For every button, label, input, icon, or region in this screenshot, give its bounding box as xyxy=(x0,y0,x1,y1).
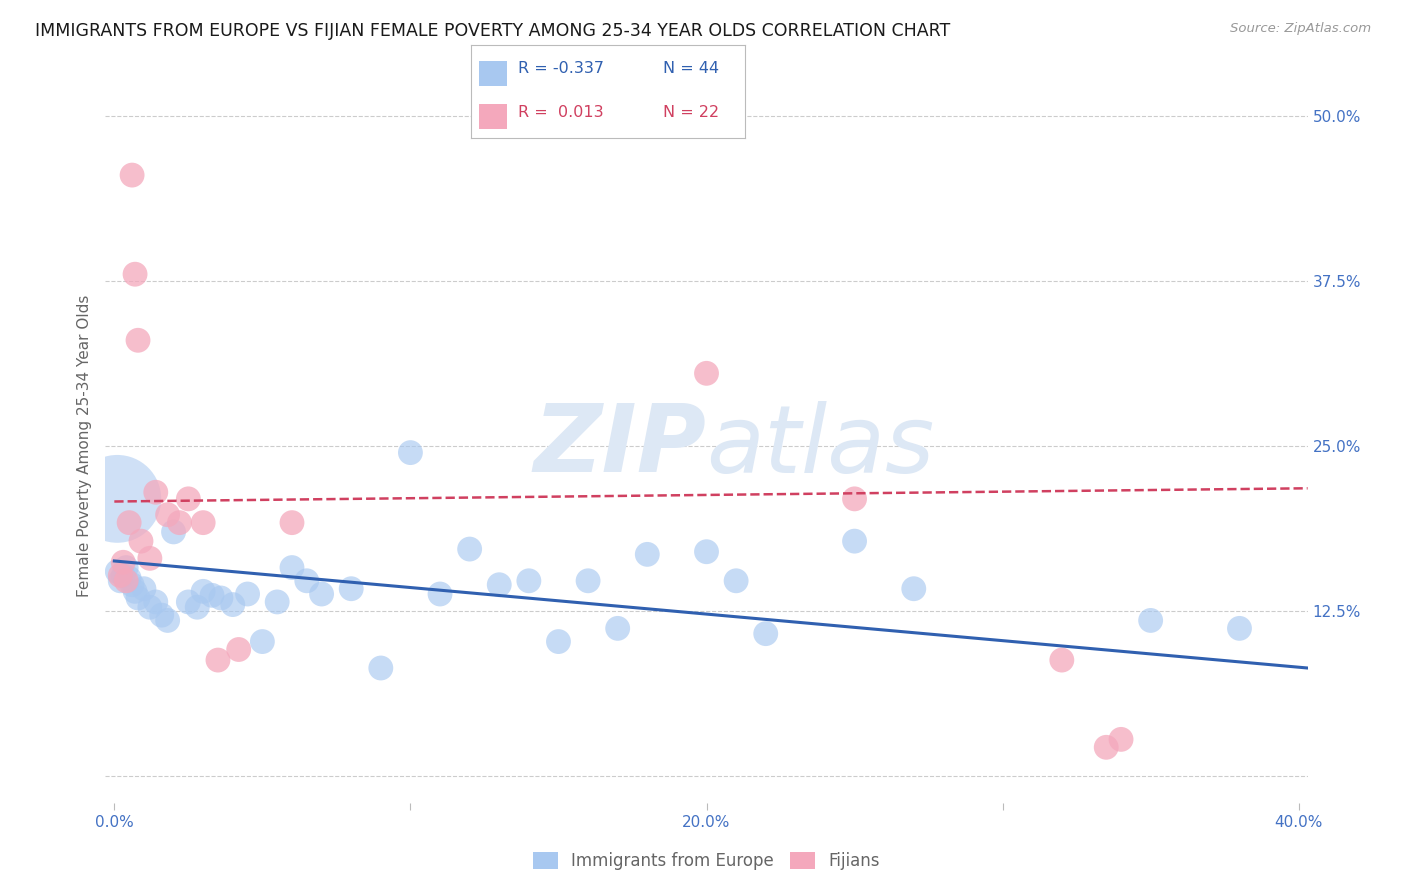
Point xyxy=(1095,740,1118,755)
Point xyxy=(186,600,208,615)
Point xyxy=(156,614,179,628)
Point xyxy=(252,634,274,648)
Point xyxy=(429,587,451,601)
Point xyxy=(115,574,138,588)
Point xyxy=(1229,621,1251,635)
Point xyxy=(132,582,155,596)
Point xyxy=(281,560,304,574)
Point xyxy=(177,595,200,609)
Point xyxy=(755,626,778,640)
Text: ZIP: ZIP xyxy=(534,400,707,492)
Point xyxy=(121,578,143,592)
Point xyxy=(547,634,569,648)
Point xyxy=(127,333,149,347)
FancyBboxPatch shape xyxy=(479,61,506,86)
Point xyxy=(488,578,510,592)
Point xyxy=(636,547,658,561)
Point xyxy=(191,516,214,530)
Point xyxy=(105,491,128,506)
Point xyxy=(340,582,363,596)
Point xyxy=(228,642,250,657)
Point xyxy=(1050,653,1073,667)
Point xyxy=(112,568,135,582)
Point xyxy=(295,574,318,588)
Point xyxy=(169,516,191,530)
Point xyxy=(695,367,717,381)
FancyBboxPatch shape xyxy=(479,104,506,129)
Point xyxy=(606,621,628,635)
Point xyxy=(399,445,422,459)
Point xyxy=(576,574,599,588)
Point xyxy=(112,555,135,569)
Point xyxy=(110,568,132,582)
Point xyxy=(370,661,392,675)
Text: Source: ZipAtlas.com: Source: ZipAtlas.com xyxy=(1230,22,1371,36)
Point xyxy=(266,595,288,609)
Point xyxy=(105,565,128,579)
Text: N = 44: N = 44 xyxy=(664,61,718,76)
Point xyxy=(281,516,304,530)
Point xyxy=(177,491,200,506)
Point xyxy=(127,591,149,605)
Point xyxy=(145,485,167,500)
Point xyxy=(903,582,925,596)
Point xyxy=(139,600,162,615)
Point xyxy=(118,571,141,585)
Point xyxy=(124,584,146,599)
Point xyxy=(110,574,132,588)
Point xyxy=(139,551,162,566)
Point xyxy=(844,534,866,549)
Point xyxy=(236,587,259,601)
Text: N = 22: N = 22 xyxy=(664,105,718,120)
Point xyxy=(121,168,143,182)
Text: atlas: atlas xyxy=(707,401,935,491)
Point xyxy=(150,608,173,623)
Point xyxy=(844,491,866,506)
Point xyxy=(311,587,333,601)
Point xyxy=(162,524,184,539)
Point xyxy=(725,574,748,588)
Legend: Immigrants from Europe, Fijians: Immigrants from Europe, Fijians xyxy=(526,845,887,877)
Point xyxy=(222,598,245,612)
Point xyxy=(209,591,232,605)
Point xyxy=(201,588,224,602)
Point xyxy=(124,267,146,281)
Text: IMMIGRANTS FROM EUROPE VS FIJIAN FEMALE POVERTY AMONG 25-34 YEAR OLDS CORRELATIO: IMMIGRANTS FROM EUROPE VS FIJIAN FEMALE … xyxy=(35,22,950,40)
Point xyxy=(129,534,152,549)
Point xyxy=(115,560,138,574)
Y-axis label: Female Poverty Among 25-34 Year Olds: Female Poverty Among 25-34 Year Olds xyxy=(76,295,91,597)
Point xyxy=(517,574,540,588)
Text: R = -0.337: R = -0.337 xyxy=(517,61,603,76)
Point xyxy=(207,653,229,667)
Point xyxy=(1139,614,1161,628)
Point xyxy=(191,584,214,599)
Point xyxy=(1109,732,1132,747)
Text: R =  0.013: R = 0.013 xyxy=(517,105,603,120)
Point xyxy=(145,595,167,609)
Point xyxy=(695,545,717,559)
Point xyxy=(118,516,141,530)
Point xyxy=(458,542,481,557)
Point xyxy=(156,508,179,522)
